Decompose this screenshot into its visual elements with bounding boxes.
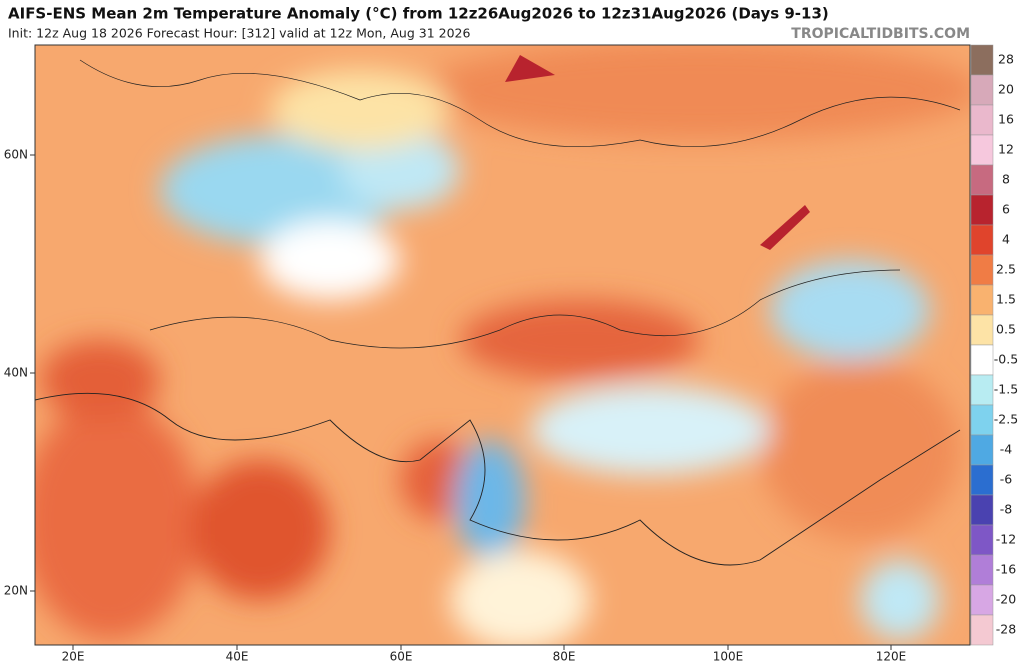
colorbar-swatch bbox=[970, 254, 994, 286]
colorbar-swatch bbox=[970, 524, 994, 556]
map bbox=[35, 45, 970, 645]
colorbar-swatch bbox=[970, 614, 994, 646]
colorbar-swatch bbox=[970, 134, 994, 166]
subtitle: Init: 12z Aug 18 2026 Forecast Hour: [31… bbox=[8, 26, 470, 41]
lon-label: 20E bbox=[62, 650, 85, 664]
lon-label: 120E bbox=[876, 650, 907, 664]
colorbar-label: -12 bbox=[996, 532, 1016, 547]
colorbar-swatch bbox=[970, 404, 994, 436]
colorbar-swatch bbox=[970, 164, 994, 196]
colorbar-label: -28 bbox=[996, 622, 1016, 637]
colorbar-swatch bbox=[970, 314, 994, 346]
colorbar-swatch bbox=[970, 584, 994, 616]
colorbar-swatch bbox=[970, 284, 994, 316]
colorbar-label: 2.5 bbox=[996, 262, 1016, 277]
colorbar-label: 8 bbox=[1002, 172, 1010, 187]
lon-label: 60E bbox=[390, 650, 413, 664]
colorbar-label: -2.5 bbox=[994, 412, 1018, 427]
lon-label: 80E bbox=[553, 650, 576, 664]
colorbar-swatch bbox=[970, 104, 994, 136]
colorbar-swatch bbox=[970, 494, 994, 526]
colorbar-label: 6 bbox=[1002, 202, 1010, 217]
colorbar-label: -8 bbox=[1000, 502, 1013, 517]
colorbar-swatch bbox=[970, 224, 994, 256]
colorbar-label: -0.5 bbox=[994, 352, 1018, 367]
colorbar-label: 16 bbox=[998, 112, 1014, 127]
colorbar-swatch bbox=[970, 434, 994, 466]
lat-label: 40N bbox=[4, 366, 28, 380]
lon-label: 100E bbox=[713, 650, 744, 664]
colorbar-label: -16 bbox=[996, 562, 1016, 577]
colorbar-swatch bbox=[970, 344, 994, 376]
title: AIFS-ENS Mean 2m Temperature Anomaly (°C… bbox=[8, 5, 829, 23]
colorbar-label: -20 bbox=[996, 592, 1016, 607]
lat-label: 60N bbox=[4, 148, 28, 162]
colorbar-label: 0.5 bbox=[996, 322, 1016, 337]
colorbar-label: -6 bbox=[1000, 472, 1013, 487]
map-frame bbox=[34, 44, 971, 646]
colorbar-label: -1.5 bbox=[994, 382, 1018, 397]
colorbar-swatch bbox=[970, 74, 994, 106]
colorbar-swatch bbox=[970, 554, 994, 586]
lat-label: 20N bbox=[4, 584, 28, 598]
colorbar-label: 1.5 bbox=[996, 292, 1016, 307]
colorbar: 28 20 16 12 8 6 4 2.5 1.5 0.5 -0.5 -1.5 -2.5 -4 -6 -8 -1… bbox=[970, 44, 1018, 646]
colorbar-label: -4 bbox=[1000, 442, 1013, 457]
colorbar-swatch bbox=[970, 44, 994, 76]
colorbar-label: 20 bbox=[998, 82, 1014, 97]
source: TROPICALTIDBITS.COM bbox=[791, 26, 970, 42]
colorbar-swatch bbox=[970, 464, 994, 496]
colorbar-label: 28 bbox=[998, 52, 1014, 67]
graticule-labels: 60N 40N 20N 20E 40E 60E 80E 100E 120E bbox=[4, 148, 907, 664]
colorbar-label: 12 bbox=[998, 142, 1014, 157]
colorbar-swatch bbox=[970, 374, 994, 406]
lon-label: 40E bbox=[226, 650, 249, 664]
colorbar-swatch bbox=[970, 194, 994, 226]
colorbar-label: 4 bbox=[1002, 232, 1010, 247]
